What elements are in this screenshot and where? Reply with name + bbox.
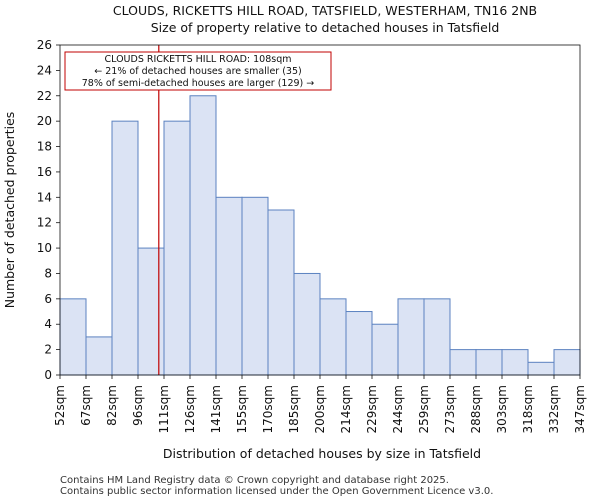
x-tick-label: 111sqm: [157, 385, 171, 433]
x-tick-label: 96sqm: [131, 385, 145, 426]
y-axis-label: Number of detached properties: [2, 112, 17, 309]
y-tick-label: 8: [44, 266, 52, 280]
bar-12: [371, 323, 399, 376]
x-tick-label: 303sqm: [495, 385, 509, 433]
bar-4: [163, 120, 191, 376]
y-tick-label: 0: [44, 368, 52, 382]
footer-line-1: Contains HM Land Registry data © Crown c…: [60, 475, 449, 486]
x-tick-label: 244sqm: [391, 385, 405, 433]
x-tick-label: 229sqm: [365, 385, 379, 433]
bar-18: [527, 361, 555, 376]
y-tick-label: 6: [44, 292, 52, 306]
bar-15: [449, 349, 477, 376]
chart-title: CLOUDS, RICKETTS HILL ROAD, TATSFIELD, W…: [113, 3, 537, 18]
chart-subtitle: Size of property relative to detached ho…: [151, 20, 500, 35]
x-ticks: 52sqm 67sqm 82sqm 96sqm 111sqm 126sqm 141sqm 15…: [53, 375, 587, 433]
annotation-line-3: 78% of semi-detached houses are larger (…: [82, 78, 315, 89]
x-tick-label: 332sqm: [547, 385, 561, 433]
bar-10: [319, 298, 347, 376]
y-tick-label: 2: [44, 343, 52, 357]
bar-6: [215, 196, 243, 376]
y-tick-label: 16: [37, 165, 52, 179]
x-tick-label: 214sqm: [339, 385, 353, 433]
plot-frame: [59, 44, 581, 376]
y-tick-label: 20: [37, 114, 52, 128]
bar-9: [293, 272, 321, 376]
x-tick-label: 259sqm: [417, 385, 431, 433]
x-tick-label: 52sqm: [53, 385, 67, 426]
bar-7: [241, 196, 269, 376]
y-tick-label: 24: [37, 63, 52, 77]
bar-2: [111, 120, 139, 376]
x-tick-label: 273sqm: [443, 385, 457, 433]
bars-group: [59, 95, 581, 376]
y-tick-label: 10: [37, 241, 52, 255]
annotation-box: CLOUDS RICKETTS HILL ROAD: 108sqm ← 21% …: [64, 51, 332, 91]
y-tick-label: 22: [37, 89, 52, 103]
y-tick-label: 26: [37, 38, 52, 52]
bar-16: [475, 349, 503, 376]
bar-3: [137, 247, 165, 376]
x-tick-label: 67sqm: [79, 385, 93, 426]
bar-17: [501, 349, 529, 376]
bar-19: [553, 349, 581, 376]
x-tick-label: 200sqm: [313, 385, 327, 433]
y-tick-label: 14: [37, 190, 52, 204]
x-tick-label: 82sqm: [105, 385, 119, 426]
annotation-line-1: CLOUDS RICKETTS HILL ROAD: 108sqm: [104, 54, 291, 65]
bar-0: [59, 298, 87, 376]
bar-1: [85, 336, 113, 376]
x-tick-label: 155sqm: [235, 385, 249, 433]
annotation-border: [64, 51, 332, 91]
x-tick-label: 126sqm: [183, 385, 197, 433]
bar-8: [267, 209, 295, 376]
x-tick-label: 288sqm: [469, 385, 483, 433]
bar-5: [189, 95, 217, 376]
x-tick-label: 170sqm: [261, 385, 275, 433]
y-tick-label: 18: [37, 140, 52, 154]
bar-13: [397, 298, 425, 376]
y-tick-label: 12: [37, 216, 52, 230]
y-tick-label: 4: [44, 317, 52, 331]
bar-11: [345, 311, 373, 376]
x-tick-label: 185sqm: [287, 385, 301, 433]
bar-14: [423, 298, 451, 376]
x-tick-label: 347sqm: [573, 385, 587, 433]
annotation-line-2: ← 21% of detached houses are smaller (35…: [94, 66, 301, 77]
x-tick-label: 141sqm: [209, 385, 223, 433]
x-axis-label: Distribution of detached houses by size …: [163, 446, 481, 461]
footer-line-2: Contains public sector information licen…: [60, 486, 493, 497]
x-tick-label: 318sqm: [521, 385, 535, 433]
